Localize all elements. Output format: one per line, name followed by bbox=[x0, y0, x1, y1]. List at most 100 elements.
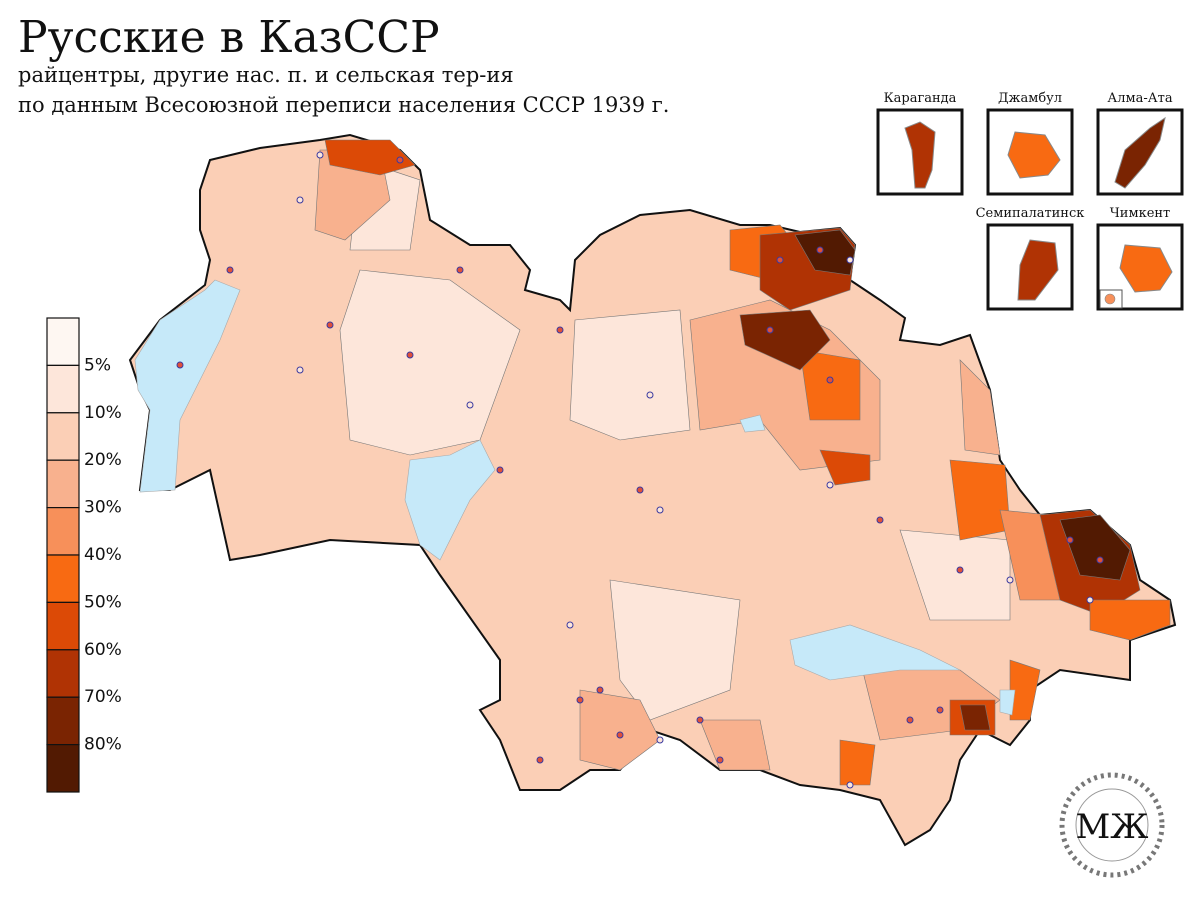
district bbox=[819, 449, 871, 486]
settlement bbox=[496, 466, 504, 474]
water-body bbox=[134, 279, 241, 493]
settlement bbox=[1066, 536, 1074, 544]
settlement bbox=[766, 326, 774, 334]
settlement bbox=[826, 481, 834, 489]
settlement bbox=[1006, 576, 1014, 584]
legend-swatch bbox=[46, 743, 80, 793]
ornament bbox=[1059, 772, 1165, 878]
watermark: МЖ bbox=[1075, 807, 1148, 847]
inset-label: Семипалатинск bbox=[976, 206, 1085, 221]
settlement bbox=[396, 156, 404, 164]
country-map bbox=[128, 133, 1177, 847]
district bbox=[324, 139, 416, 176]
subtitle: по данным Всесоюзной переписи населения … bbox=[18, 93, 669, 117]
legend-label: 10% bbox=[84, 403, 122, 423]
title: Русские в КазССР bbox=[18, 12, 440, 63]
settlement bbox=[1096, 556, 1104, 564]
district bbox=[739, 309, 831, 371]
inset-label: Джамбул bbox=[998, 91, 1062, 106]
settlement bbox=[656, 506, 664, 514]
settlement bbox=[826, 376, 834, 384]
water-body bbox=[739, 414, 766, 433]
legend-swatch bbox=[46, 696, 80, 746]
settlement bbox=[466, 401, 474, 409]
settlement bbox=[776, 256, 784, 264]
inset-region bbox=[904, 121, 936, 189]
legend-swatch bbox=[46, 554, 80, 604]
settlement bbox=[936, 706, 944, 714]
settlement bbox=[556, 326, 564, 334]
legend-label: 60% bbox=[84, 640, 122, 660]
ornament bbox=[1075, 788, 1149, 862]
settlement bbox=[456, 266, 464, 274]
settlement bbox=[596, 686, 604, 694]
settlement bbox=[816, 246, 824, 254]
settlement bbox=[536, 756, 544, 764]
settlement bbox=[326, 321, 334, 329]
legend-label: 50% bbox=[84, 592, 122, 612]
legend-swatch bbox=[46, 649, 80, 698]
settlement bbox=[636, 486, 644, 494]
legend-label: 20% bbox=[84, 450, 122, 470]
settlement bbox=[566, 621, 574, 629]
settlement bbox=[876, 516, 884, 524]
legend-swatch bbox=[46, 317, 80, 367]
inset-region bbox=[1104, 293, 1116, 305]
district bbox=[949, 459, 1011, 541]
district bbox=[1089, 599, 1171, 641]
district bbox=[699, 719, 771, 771]
subtitle: райцентры, другие нас. п. и сельская тер… bbox=[18, 63, 514, 87]
settlement bbox=[316, 151, 324, 159]
legend-swatch bbox=[46, 459, 80, 509]
district bbox=[1059, 514, 1131, 581]
settlement bbox=[646, 391, 654, 399]
district bbox=[569, 309, 691, 441]
settlement bbox=[906, 716, 914, 724]
settlement bbox=[576, 696, 584, 704]
district bbox=[579, 689, 661, 771]
inset-label: Караганда bbox=[884, 91, 957, 106]
district bbox=[339, 269, 521, 456]
watermark-emblem: МЖ bbox=[1059, 772, 1165, 878]
settlement bbox=[226, 266, 234, 274]
legend-swatch bbox=[46, 507, 80, 556]
legend-swatch bbox=[46, 601, 80, 651]
district bbox=[839, 739, 876, 786]
legend-swatch bbox=[46, 364, 80, 414]
district bbox=[794, 229, 856, 276]
inset-region bbox=[1114, 116, 1166, 189]
settlement bbox=[296, 196, 304, 204]
legend-label: 5% bbox=[84, 355, 111, 375]
legend-label: 40% bbox=[84, 545, 122, 565]
settlement bbox=[696, 716, 704, 724]
settlement bbox=[656, 736, 664, 744]
settlement bbox=[616, 731, 624, 739]
legend-swatch bbox=[46, 412, 80, 461]
settlement bbox=[956, 566, 964, 574]
water-body bbox=[789, 624, 961, 681]
water-body bbox=[999, 689, 1016, 716]
legend-label: 80% bbox=[84, 735, 122, 755]
inset-region bbox=[1017, 239, 1059, 301]
settlement bbox=[176, 361, 184, 369]
district bbox=[799, 349, 861, 421]
settlement bbox=[846, 781, 854, 789]
inset-region bbox=[1007, 131, 1061, 179]
legend-label: 30% bbox=[84, 498, 122, 518]
district bbox=[609, 579, 741, 721]
settlement bbox=[716, 756, 724, 764]
settlement bbox=[296, 366, 304, 374]
settlement bbox=[1086, 596, 1094, 604]
settlement bbox=[406, 351, 414, 359]
legend-label: 70% bbox=[84, 687, 122, 707]
inset-label: Чимкент bbox=[1110, 206, 1171, 221]
district bbox=[959, 704, 991, 731]
water-body bbox=[404, 439, 496, 561]
legend: 5% 10% 20% 30% 40% 50% 60% 70% 80% bbox=[46, 317, 122, 793]
settlement bbox=[846, 256, 854, 264]
district bbox=[959, 359, 1001, 456]
insets: Караганда Джамбул Алма-Ата Семипалатинск Чим… bbox=[876, 91, 1184, 311]
inset-region bbox=[1119, 244, 1173, 293]
